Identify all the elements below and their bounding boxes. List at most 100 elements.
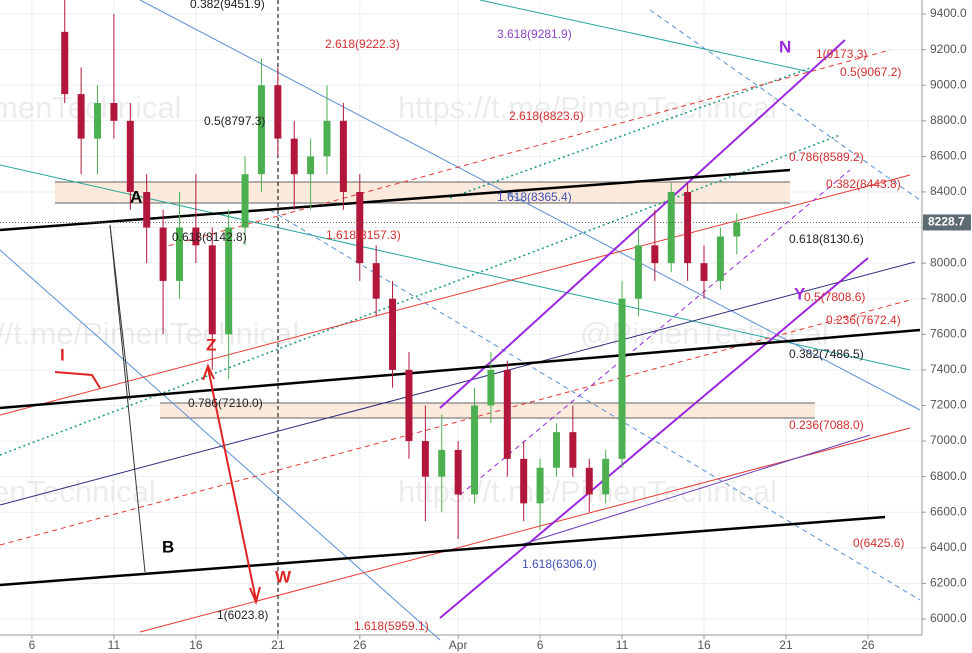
candle-body — [126, 120, 134, 192]
x-tick-label: 21 — [271, 638, 285, 652]
wave-label: B — [162, 537, 174, 556]
fib-label: 1.618(5959.1) — [354, 619, 429, 633]
y-tick-label: 6800.0 — [930, 469, 967, 483]
candle-body — [503, 369, 511, 459]
arrow-head — [202, 363, 215, 381]
fib-label: 0.618(8130.6) — [789, 232, 864, 246]
y-tick-label: 8000.0 — [930, 255, 967, 269]
fib-label: 0.5(8797.3) — [204, 114, 265, 128]
y-tick-label: 6400.0 — [930, 540, 967, 554]
fib-label: 0.786(7210.0) — [188, 396, 263, 410]
wave-label: N — [779, 37, 791, 56]
trend-line — [0, 249, 441, 641]
candle-body — [700, 263, 708, 281]
fib-label: 1.618(8157.3) — [326, 228, 401, 242]
wave-label: W — [275, 567, 292, 586]
candle-body — [110, 103, 118, 121]
fib-label: 0.786(8589.2) — [789, 150, 864, 164]
candle-body — [225, 227, 233, 335]
candle-body — [61, 31, 69, 95]
support-line — [0, 328, 921, 410]
candle-body — [274, 85, 282, 139]
zones — [55, 181, 815, 419]
candle-body — [733, 222, 741, 237]
wave-label: Z — [206, 335, 216, 354]
candle-body — [552, 432, 560, 468]
candle-body — [602, 458, 610, 495]
candles — [0, 0, 922, 539]
candle-body — [634, 245, 642, 299]
fib-label: 0.618(8142.8) — [172, 230, 247, 244]
zone — [160, 403, 815, 418]
candle-body — [94, 103, 102, 139]
last-price-box — [923, 214, 971, 231]
y-tick-label: 8600.0 — [930, 149, 967, 163]
fib-label: 0.236(7088.0) — [789, 418, 864, 432]
channel-line — [439, 257, 869, 619]
y-tick-label: 7400.0 — [930, 362, 967, 376]
annotations: 0.382(9451.9) 2.618(9222.3) 3.618(9281.9… — [60, 0, 904, 633]
candle-body — [716, 236, 724, 281]
candle-body — [667, 191, 675, 264]
fib-label: 0.382(7486.5) — [789, 347, 864, 361]
y-tick-label: 7600.0 — [930, 326, 967, 340]
trend-line — [0, 164, 911, 371]
x-tick-label: 16 — [697, 638, 711, 652]
measure-arrow — [109, 224, 146, 573]
wave-label: I — [60, 345, 65, 364]
trend-line — [649, 9, 921, 201]
y-tick-label: 6000.0 — [930, 611, 967, 625]
measure-arrow — [109, 224, 131, 401]
candle-body — [569, 432, 577, 468]
y-tick-label: 9000.0 — [930, 77, 967, 91]
fib-label: 0.382(9451.9) — [190, 0, 265, 11]
candle-body — [192, 227, 200, 246]
trend-line — [0, 299, 911, 546]
y-tick-label: 8800.0 — [930, 113, 967, 127]
channel-line — [459, 169, 851, 496]
y-tick-label: 7000.0 — [930, 433, 967, 447]
axes: 6000.0 6200.0 6400.0 6600.0 6800.0 7000.0 7200… — [29, 6, 971, 652]
candle-body — [175, 227, 183, 281]
fib-label: 1(9173.3) — [816, 47, 867, 61]
candle-body — [405, 369, 413, 442]
candle-body — [471, 405, 479, 495]
watermark: //t.me/PimenTechnical — [0, 316, 299, 351]
candle-body — [257, 85, 265, 175]
candle-body — [487, 369, 495, 406]
candle-body — [356, 191, 364, 264]
trend-line — [0, 174, 911, 416]
fib-label: 2.618(9222.3) — [325, 37, 400, 51]
candle-body — [323, 120, 331, 157]
fib-label: 2.618(8823.6) — [509, 109, 584, 123]
x-tick-label: 26 — [861, 638, 875, 652]
trend-line — [159, 49, 891, 249]
fib-label: 0.5(9067.2) — [840, 65, 901, 79]
watermark: menTechnical — [0, 90, 182, 125]
fib-label: 1.618(6306.0) — [522, 557, 597, 571]
fib-label: 3.618(9281.9) — [497, 27, 572, 41]
y-tick-label: 6200.0 — [930, 576, 967, 590]
candle-body — [307, 156, 315, 175]
candle-body — [421, 441, 429, 477]
arrow-head — [249, 586, 261, 606]
candle-body — [585, 467, 593, 495]
candle-body — [618, 298, 626, 459]
y-tick-label: 9400.0 — [930, 6, 967, 20]
candle-body — [372, 263, 380, 299]
fib-label: 0.5(7808.6) — [804, 290, 865, 304]
y-tick-label: 9200.0 — [930, 42, 967, 56]
trend-line — [449, 67, 811, 199]
candle-body — [454, 449, 462, 495]
last-price-label: 8228.7 — [928, 215, 965, 229]
wave-label: Y — [794, 284, 806, 303]
watermark: enTechnical — [0, 474, 156, 509]
x-tick-label: 6 — [29, 638, 36, 652]
channel-line — [439, 39, 846, 409]
x-tick-label: 6 — [537, 638, 544, 652]
watermark: https://t.me/PimenTechnical — [398, 90, 777, 125]
candle-body — [684, 191, 692, 264]
trend-line — [139, 427, 911, 633]
y-tick-label: 8400.0 — [930, 184, 967, 198]
